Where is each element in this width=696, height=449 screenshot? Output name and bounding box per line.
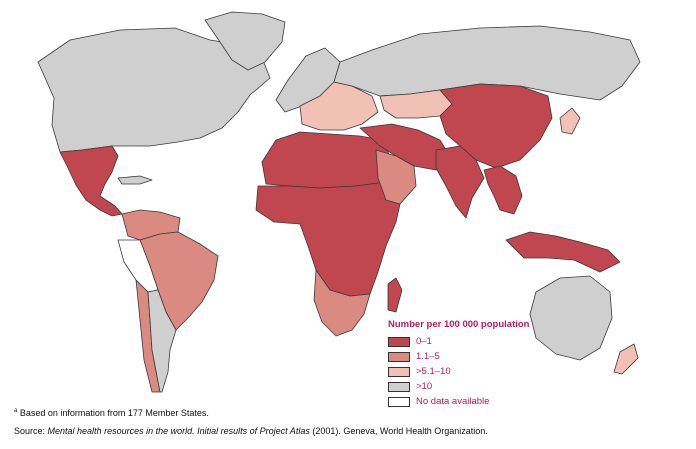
- indonesia-region: [505, 231, 621, 273]
- caribbean-region: [117, 175, 153, 185]
- footnote-member-states: a Based on information from 177 Member S…: [14, 408, 209, 418]
- japan-region: [559, 107, 581, 135]
- legend-label-0: 0–1: [416, 336, 432, 347]
- greenland-region: [204, 11, 286, 71]
- australia-region: [529, 275, 613, 361]
- source-label: Source:: [14, 426, 48, 436]
- legend-label-2: >5.1–10: [416, 366, 451, 377]
- china-region: [439, 83, 553, 169]
- footnote-source: Source: Mental health resources in the w…: [14, 426, 488, 436]
- legend-row-2: >5.1–10: [388, 365, 588, 378]
- source-title: Mental health resources in the world. In…: [47, 426, 310, 436]
- south-asia-region: [435, 145, 485, 219]
- legend-label-3: >10: [416, 381, 433, 392]
- legend-swatch-3: [388, 381, 410, 392]
- footnote-marker: a: [14, 408, 18, 414]
- europe-east-region: [299, 81, 379, 131]
- source-rest: (2001). Geneva, World Health Organizatio…: [309, 426, 488, 436]
- southeast-asia-region: [483, 165, 523, 215]
- world-map: [37, 11, 641, 393]
- sub-saharan-africa-region: [255, 181, 401, 297]
- legend-swatch-4: [388, 396, 410, 407]
- legend-row-3: >10: [388, 380, 588, 393]
- southern-africa-region: [313, 269, 371, 337]
- mexico-central-america-region: [59, 145, 123, 217]
- legend-title: Number per 100 000 population: [388, 319, 530, 330]
- footnote-text: Based on information from 177 Member Sta…: [17, 408, 209, 418]
- legend-swatch-2: [388, 366, 410, 377]
- north-africa-region: [261, 131, 393, 189]
- arabian-peninsula-region: [375, 149, 417, 205]
- legend-row-4: No data available: [388, 395, 588, 408]
- map-legend: Number per 100 000 population 0–1 1.1–5 …: [388, 319, 588, 410]
- legend-swatch-1: [388, 351, 410, 362]
- madagascar-region: [387, 277, 403, 313]
- legend-row-1: 1.1–5: [388, 350, 588, 363]
- legend-label-4: No data available: [416, 396, 490, 407]
- legend-label-1: 1.1–5: [416, 351, 440, 362]
- legend-swatch-0: [388, 336, 410, 347]
- argentina-region: [147, 289, 177, 393]
- new-zealand-region: [613, 343, 639, 375]
- legend-row-0: 0–1: [388, 335, 588, 348]
